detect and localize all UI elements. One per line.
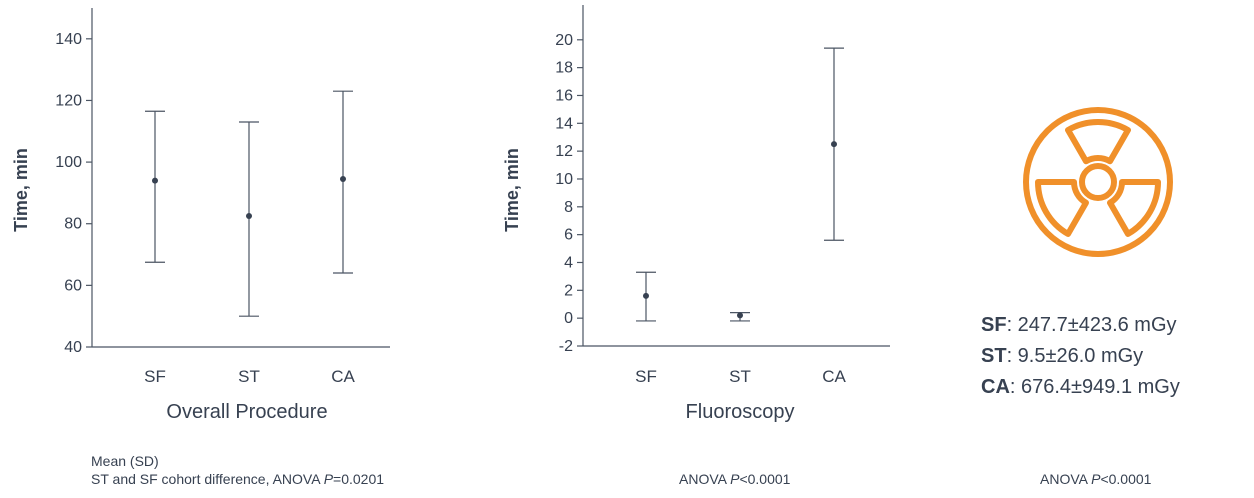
chart1-footnote: Mean (SD) ST and SF cohort difference, A… bbox=[91, 452, 384, 488]
footnote-text: ANOVA bbox=[679, 471, 731, 487]
chart2-footnote: ANOVA P<0.0001 bbox=[679, 470, 790, 488]
y-tick-label: 14 bbox=[555, 115, 573, 132]
y-tick-label: 6 bbox=[564, 227, 573, 244]
chart2-error-bars bbox=[636, 47, 844, 322]
radiation-blade bbox=[1035, 179, 1089, 237]
category-label-sf: SF bbox=[144, 367, 166, 386]
radiation-blade bbox=[1107, 179, 1161, 237]
dose-list: SF: 247.7±423.6 mGy ST: 9.5±26.0 mGy CA:… bbox=[981, 310, 1180, 403]
dose-key: CA bbox=[981, 376, 1010, 398]
chart2-y-ticks: -2 0 2 4 6 8 10 12 14 16 18 20 bbox=[555, 32, 583, 355]
footnote-p: P bbox=[730, 471, 740, 487]
mean-point-ca bbox=[831, 141, 837, 148]
mean-point-sf bbox=[152, 177, 158, 184]
y-tick-label: 18 bbox=[555, 60, 573, 77]
footnote-value: <0.0001 bbox=[739, 471, 791, 487]
category-label-st: ST bbox=[238, 367, 260, 386]
y-tick-label: 2 bbox=[564, 282, 573, 299]
y-tick-label: 60 bbox=[64, 277, 82, 294]
category-label-ca: CA bbox=[822, 367, 846, 386]
dose-value: : 676.4±949.1 mGy bbox=[1009, 376, 1180, 398]
y-tick-label: 12 bbox=[555, 143, 573, 160]
radiation-icon bbox=[1023, 107, 1173, 257]
chart1-category-labels: SF ST CA bbox=[144, 367, 355, 386]
mean-point-ca bbox=[340, 176, 346, 183]
y-tick-label: 140 bbox=[55, 31, 82, 48]
y-tick-label: 4 bbox=[564, 254, 573, 271]
footnote-anova-1: ST and SF cohort difference, ANOVA P=0.0… bbox=[91, 470, 384, 488]
footnote-value: <0.0001 bbox=[1100, 471, 1152, 487]
chart1-y-ticks: 40 60 80 100 120 140 bbox=[55, 31, 92, 356]
chart2-y-axis-label: Time, min bbox=[502, 148, 522, 232]
category-label-st: ST bbox=[729, 367, 751, 386]
chart1-x-axis-title: Overall Procedure bbox=[166, 401, 327, 423]
dose-item-sf: SF: 247.7±423.6 mGy bbox=[981, 310, 1180, 341]
y-tick-label: 0 bbox=[564, 310, 573, 327]
y-tick-label: 40 bbox=[64, 339, 82, 356]
chart2-category-labels: SF ST CA bbox=[635, 367, 846, 386]
mean-point-st bbox=[737, 312, 743, 319]
y-tick-label: 16 bbox=[555, 87, 573, 104]
fluoroscopy-chart: -2 0 2 4 6 8 10 12 14 16 18 20 SF ST CA Time, min Flu… bbox=[502, 5, 890, 423]
category-label-ca: CA bbox=[331, 367, 355, 386]
y-tick-label: -2 bbox=[559, 338, 573, 355]
y-tick-label: 80 bbox=[64, 216, 82, 233]
dose-key: SF bbox=[981, 314, 1007, 336]
y-tick-label: 100 bbox=[55, 154, 82, 171]
y-tick-label: 10 bbox=[555, 171, 573, 188]
footnote-text: ST and SF cohort difference, ANOVA bbox=[91, 471, 324, 487]
dose-value: : 247.7±423.6 mGy bbox=[1006, 314, 1177, 336]
footnote-p: P bbox=[323, 471, 334, 487]
radiation-footnote: ANOVA P<0.0001 bbox=[1040, 470, 1151, 488]
chart2-axes bbox=[582, 5, 890, 347]
dose-key: ST bbox=[981, 345, 1007, 367]
y-tick-label: 20 bbox=[555, 32, 573, 49]
mean-point-sf bbox=[643, 292, 649, 299]
footnote-text: ANOVA bbox=[1040, 471, 1092, 487]
chart1-y-axis-label: Time, min bbox=[11, 148, 31, 232]
radiation-icon-wrap bbox=[1022, 106, 1174, 258]
dose-item-st: ST: 9.5±26.0 mGy bbox=[981, 341, 1180, 372]
footnote-p: P bbox=[1091, 471, 1101, 487]
mean-point-st bbox=[246, 213, 252, 220]
overall-procedure-chart: 40 60 80 100 120 140 SF ST CA Time, min Overall… bbox=[11, 8, 390, 423]
footnote-mean-sd: Mean (SD) bbox=[91, 453, 159, 469]
dose-item-ca: CA: 676.4±949.1 mGy bbox=[981, 372, 1180, 403]
radiation-blade bbox=[1065, 119, 1131, 165]
chart2-x-axis-title: Fluoroscopy bbox=[686, 401, 795, 423]
chart1-error-bars bbox=[145, 90, 353, 317]
y-tick-label: 120 bbox=[55, 92, 82, 109]
footnote-value: =0.0201 bbox=[333, 471, 385, 487]
chart1-axes bbox=[91, 8, 390, 348]
category-label-sf: SF bbox=[635, 367, 657, 386]
dose-value: : 9.5±26.0 mGy bbox=[1006, 345, 1144, 367]
y-tick-label: 8 bbox=[564, 199, 573, 216]
